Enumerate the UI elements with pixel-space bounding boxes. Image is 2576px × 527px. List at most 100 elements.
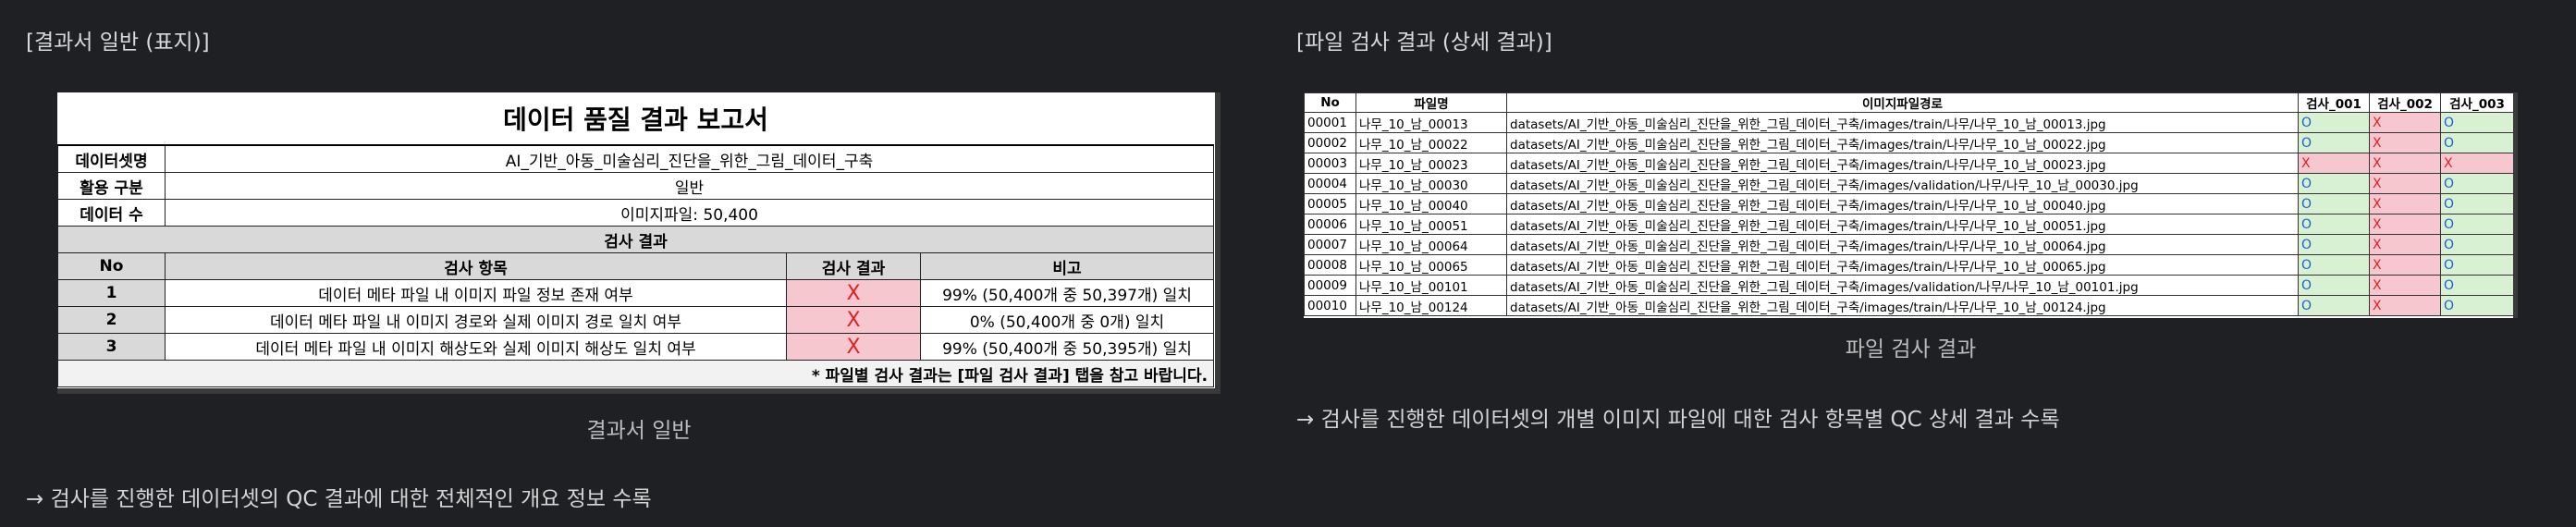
- row-item: 데이터 메타 파일 내 이미지 해상도와 실제 이미지 해상도 일치 여부: [165, 333, 787, 361]
- row-check-002: X: [2369, 275, 2441, 296]
- row-check-001: O: [2298, 112, 2370, 133]
- row-check-002: X: [2369, 173, 2441, 194]
- row-path: datasets/AI_기반_아동_미술심리_진단을_위한_그림_데이터_구축/…: [1506, 153, 2299, 174]
- row-path: datasets/AI_기반_아동_미술심리_진단을_위한_그림_데이터_구축/…: [1506, 214, 2299, 235]
- row-filename: 나무_10_남_00101: [1355, 275, 1507, 296]
- dataset-label: 데이터셋명: [57, 144, 166, 173]
- files-caption: 파일 검사 결과: [1845, 337, 1977, 362]
- file-results-sheet: No 파일명 이미지파일경로 검사_001 검사_002 검사_003 0000…: [1304, 92, 2518, 318]
- dataset-value: AI_기반_아동_미술심리_진단을_위한_그림_데이터_구축: [164, 144, 1215, 173]
- row-path: datasets/AI_기반_아동_미술심리_진단을_위한_그림_데이터_구축/…: [1506, 295, 2299, 316]
- col-check1-header: 검사_001: [2298, 92, 2370, 113]
- col-item-header: 검사 항목: [165, 252, 787, 280]
- files-header-row: No 파일명 이미지파일경로 검사_001 검사_002 검사_003: [1304, 92, 2514, 113]
- table-row: 00010 나무_10_남_00124 datasets/AI_기반_아동_미술심리…: [1304, 295, 2514, 316]
- row-no: 00008: [1304, 254, 1356, 276]
- row-no: 00001: [1304, 112, 1356, 133]
- row-path: datasets/AI_기반_아동_미술심리_진단을_위한_그림_데이터_구축/…: [1506, 254, 2299, 276]
- row-item: 데이터 메타 파일 내 이미지 경로와 실제 이미지 경로 일치 여부: [165, 306, 787, 334]
- row-check-003: O: [2440, 254, 2514, 276]
- table-row: 00009 나무_10_남_00101 datasets/AI_기반_아동_미술심리…: [1304, 275, 2514, 296]
- row-check-003: O: [2440, 193, 2514, 214]
- row-no: 1: [57, 279, 166, 307]
- table-row: 00002 나무_10_남_00022 datasets/AI_기반_아동_미술심리…: [1304, 132, 2514, 153]
- row-check-001: O: [2298, 234, 2370, 255]
- col-check3-header: 검사_003: [2440, 92, 2514, 113]
- row-no: 00004: [1304, 173, 1356, 194]
- row-check-002: X: [2369, 214, 2441, 235]
- table-row: 00007 나무_10_남_00064 datasets/AI_기반_아동_미술심리…: [1304, 234, 2514, 255]
- row-no: 00007: [1304, 234, 1356, 255]
- row-check-001: O: [2298, 173, 2370, 194]
- row-check-001: O: [2298, 214, 2370, 235]
- result-row: 3 데이터 메타 파일 내 이미지 해상도와 실제 이미지 해상도 일치 여부 …: [57, 333, 1215, 361]
- row-filename: 나무_10_남_00030: [1355, 173, 1507, 194]
- row-no: 00002: [1304, 132, 1356, 153]
- row-path: datasets/AI_기반_아동_미술심리_진단을_위한_그림_데이터_구축/…: [1506, 193, 2299, 214]
- row-no: 00003: [1304, 153, 1356, 174]
- row-check-003: O: [2440, 173, 2514, 194]
- row-no: 00006: [1304, 214, 1356, 235]
- row-check-001: O: [2298, 132, 2370, 153]
- row-path: datasets/AI_기반_아동_미술심리_진단을_위한_그림_데이터_구축/…: [1506, 234, 2299, 255]
- row-check-002: X: [2369, 112, 2441, 133]
- row-check-001: O: [2298, 193, 2370, 214]
- report-caption: 결과서 일반: [586, 419, 692, 443]
- col-result-header: 검사 결과: [786, 252, 921, 280]
- row-check-003: O: [2440, 214, 2514, 235]
- report-description: → 검사를 진행한 데이터셋의 QC 결과에 대한 전체적인 개요 정보 수록: [26, 487, 652, 511]
- row-check-002: X: [2369, 234, 2441, 255]
- row-filename: 나무_10_남_00064: [1355, 234, 1507, 255]
- row-no: 2: [57, 306, 166, 334]
- row-filename: 나무_10_남_00051: [1355, 214, 1507, 235]
- row-result: X: [786, 306, 921, 334]
- col-path-header: 이미지파일경로: [1506, 92, 2299, 113]
- row-check-002: X: [2369, 153, 2441, 174]
- row-check-002: X: [2369, 193, 2441, 214]
- report-footer-note: * 파일별 검사 결과는 [파일 검사 결과] 탭을 참고 바랍니다.: [56, 360, 1215, 387]
- row-note: 0% (50,400개 중 0개) 일치: [919, 306, 1215, 334]
- usage-value: 일반: [164, 172, 1215, 200]
- count-value: 이미지파일: 50,400: [164, 199, 1215, 227]
- row-check-001: X: [2298, 153, 2370, 174]
- row-no: 00009: [1304, 275, 1356, 296]
- row-check-001: O: [2298, 295, 2370, 316]
- row-check-002: X: [2369, 295, 2441, 316]
- row-no: 3: [57, 333, 166, 361]
- row-filename: 나무_10_남_00065: [1355, 254, 1507, 276]
- row-check-003: O: [2440, 295, 2514, 316]
- report-section-title: [결과서 일반 (표지)]: [26, 31, 210, 55]
- row-check-003: O: [2440, 132, 2514, 153]
- row-item: 데이터 메타 파일 내 이미지 파일 정보 존재 여부: [165, 279, 787, 307]
- report-title: 데이터 품질 결과 보고서: [57, 92, 1214, 146]
- row-check-002: X: [2369, 254, 2441, 276]
- table-row: 00006 나무_10_남_00051 datasets/AI_기반_아동_미술심리…: [1304, 214, 2514, 235]
- row-filename: 나무_10_남_00040: [1355, 193, 1507, 214]
- table-row: 00004 나무_10_남_00030 datasets/AI_기반_아동_미술심리…: [1304, 173, 2514, 194]
- row-path: datasets/AI_기반_아동_미술심리_진단을_위한_그림_데이터_구축/…: [1506, 275, 2299, 296]
- table-row: 00001 나무_10_남_00013 datasets/AI_기반_아동_미술심리…: [1304, 112, 2514, 133]
- result-row: 1 데이터 메타 파일 내 이미지 파일 정보 존재 여부 X 99% (50,…: [57, 279, 1215, 307]
- row-check-003: O: [2440, 234, 2514, 255]
- row-path: datasets/AI_기반_아동_미술심리_진단을_위한_그림_데이터_구축/…: [1506, 173, 2299, 194]
- col-note-header: 비고: [919, 252, 1215, 280]
- table-row: 00005 나무_10_남_00040 datasets/AI_기반_아동_미술심리…: [1304, 193, 2514, 214]
- row-check-003: O: [2440, 275, 2514, 296]
- row-no: 00005: [1304, 193, 1356, 214]
- row-check-003: O: [2440, 112, 2514, 133]
- row-result: X: [786, 333, 921, 361]
- row-filename: 나무_10_남_00124: [1355, 295, 1507, 316]
- row-note: 99% (50,400개 중 50,395개) 일치: [919, 333, 1215, 361]
- col-no-header: No: [57, 252, 166, 280]
- usage-label: 활용 구분: [57, 172, 166, 200]
- row-filename: 나무_10_남_00022: [1355, 132, 1507, 153]
- row-no: 00010: [1304, 295, 1356, 316]
- row-result: X: [786, 279, 921, 307]
- row-filename: 나무_10_남_00013: [1355, 112, 1507, 133]
- quality-report-sheet: 데이터 품질 결과 보고서 데이터셋명 AI_기반_아동_미술심리_진단을_위한…: [56, 92, 1221, 394]
- col-filename-header: 파일명: [1355, 92, 1507, 113]
- row-path: datasets/AI_기반_아동_미술심리_진단을_위한_그림_데이터_구축/…: [1506, 132, 2299, 153]
- row-filename: 나무_10_남_00023: [1355, 153, 1507, 174]
- row-path: datasets/AI_기반_아동_미술심리_진단을_위한_그림_데이터_구축/…: [1506, 112, 2299, 133]
- row-check-003: X: [2440, 153, 2514, 174]
